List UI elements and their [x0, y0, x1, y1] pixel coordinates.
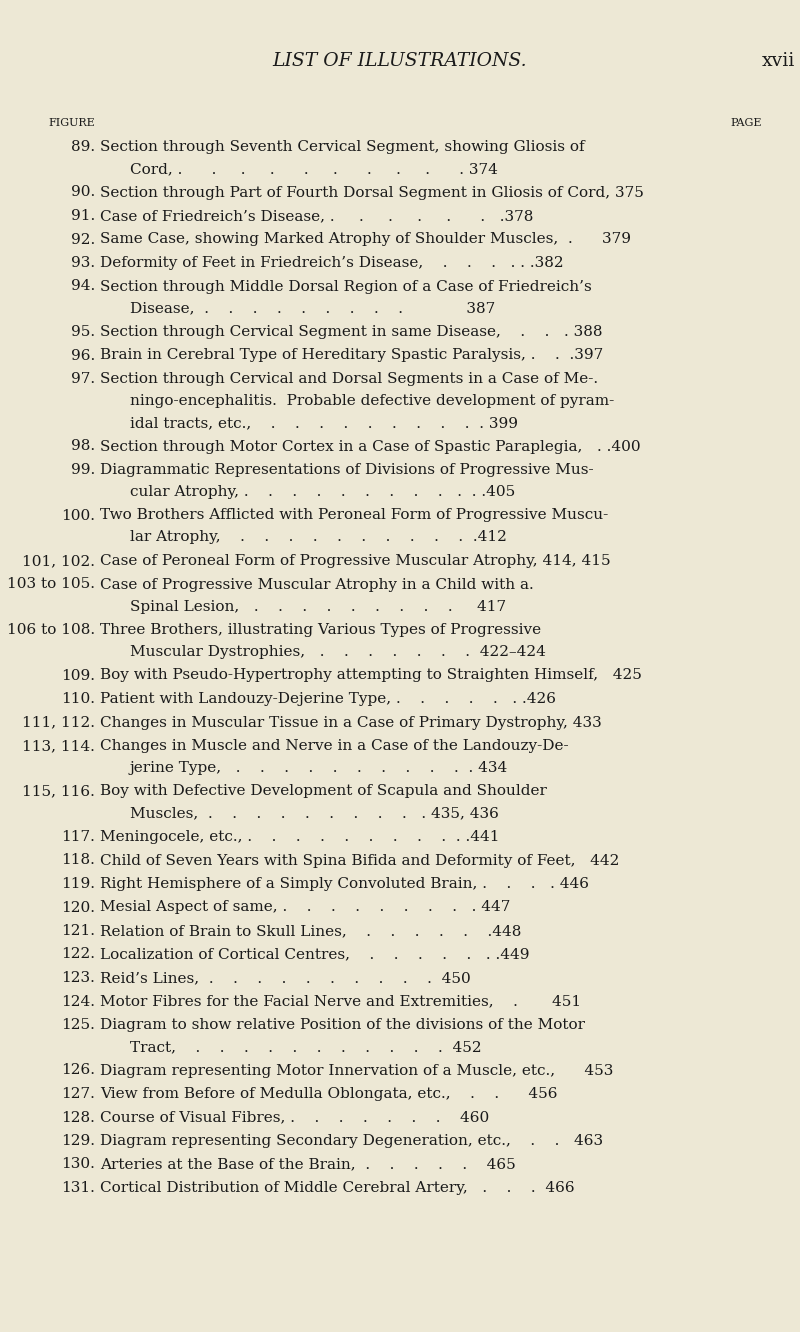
Text: 128.: 128.: [61, 1111, 95, 1124]
Text: Arteries at the Base of the Brain,  .    .    .    .    .    465: Arteries at the Base of the Brain, . . .…: [100, 1158, 516, 1172]
Text: 119.: 119.: [61, 876, 95, 891]
Text: Changes in Muscular Tissue in a Case of Primary Dystrophy, 433: Changes in Muscular Tissue in a Case of …: [100, 715, 602, 730]
Text: 98.: 98.: [71, 440, 95, 453]
Text: PAGE: PAGE: [730, 119, 762, 128]
Text: 126.: 126.: [61, 1063, 95, 1078]
Text: 109.: 109.: [61, 669, 95, 682]
Text: 111, 112.: 111, 112.: [22, 715, 95, 730]
Text: 89.: 89.: [71, 140, 95, 155]
Text: FIGURE: FIGURE: [48, 119, 94, 128]
Text: Boy with Pseudo-Hypertrophy attempting to Straighten Himself,   425: Boy with Pseudo-Hypertrophy attempting t…: [100, 669, 642, 682]
Text: Two Brothers Afflicted with Peroneal Form of Progressive Muscu-: Two Brothers Afflicted with Peroneal For…: [100, 509, 608, 522]
Text: Cord, .      .     .     .      .     .      .     .     .      . 374: Cord, . . . . . . . . . . 374: [130, 163, 498, 176]
Text: 122.: 122.: [61, 947, 95, 962]
Text: Motor Fibres for the Facial Nerve and Extremities,    .       451: Motor Fibres for the Facial Nerve and Ex…: [100, 995, 581, 1008]
Text: Right Hemisphere of a Simply Convoluted Brain, .    .    .   . 446: Right Hemisphere of a Simply Convoluted …: [100, 876, 589, 891]
Text: Section through Cervical and Dorsal Segments in a Case of Me-.: Section through Cervical and Dorsal Segm…: [100, 372, 598, 386]
Text: 124.: 124.: [61, 995, 95, 1008]
Text: 121.: 121.: [61, 924, 95, 938]
Text: Diagram representing Secondary Degeneration, etc.,    .    .   463: Diagram representing Secondary Degenerat…: [100, 1134, 603, 1148]
Text: jerine Type,   .    .    .    .    .    .    .    .    .    .  . 434: jerine Type, . . . . . . . . . . . 434: [130, 761, 508, 775]
Text: Cortical Distribution of Middle Cerebral Artery,   .    .    .  466: Cortical Distribution of Middle Cerebral…: [100, 1181, 574, 1195]
Text: 96.: 96.: [70, 349, 95, 362]
Text: Brain in Cerebral Type of Hereditary Spastic Paralysis, .    .  .397: Brain in Cerebral Type of Hereditary Spa…: [100, 349, 603, 362]
Text: Section through Middle Dorsal Region of a Case of Friedreich’s: Section through Middle Dorsal Region of …: [100, 280, 592, 293]
Text: Section through Motor Cortex in a Case of Spastic Paraplegia,   . .400: Section through Motor Cortex in a Case o…: [100, 440, 641, 453]
Text: 99.: 99.: [70, 464, 95, 477]
Text: 110.: 110.: [61, 693, 95, 706]
Text: 94.: 94.: [70, 280, 95, 293]
Text: Same Case, showing Marked Atrophy of Shoulder Muscles,  .      379: Same Case, showing Marked Atrophy of Sho…: [100, 233, 631, 246]
Text: 95.: 95.: [71, 325, 95, 340]
Text: 106 to 108.: 106 to 108.: [7, 623, 95, 637]
Text: Case of Progressive Muscular Atrophy in a Child with a.: Case of Progressive Muscular Atrophy in …: [100, 578, 534, 591]
Text: Meningocele, etc., .    .    .    .    .    .    .    .    .  . .441: Meningocele, etc., . . . . . . . . . . .…: [100, 830, 499, 844]
Text: Case of Friedreich’s Disease, .     .     .     .     .      .   .378: Case of Friedreich’s Disease, . . . . . …: [100, 209, 534, 222]
Text: Muscles,  .    .    .    .    .    .    .    .    .   . 435, 436: Muscles, . . . . . . . . . . 435, 436: [130, 806, 499, 821]
Text: ningo-encephalitis.  Probable defective development of pyram-: ningo-encephalitis. Probable defective d…: [130, 394, 614, 408]
Text: Section through Cervical Segment in same Disease,    .    .   . 388: Section through Cervical Segment in same…: [100, 325, 602, 340]
Text: Case of Peroneal Form of Progressive Muscular Atrophy, 414, 415: Case of Peroneal Form of Progressive Mus…: [100, 554, 610, 567]
Text: Tract,    .    .    .    .    .    .    .    .    .    .    .  452: Tract, . . . . . . . . . . . 452: [130, 1040, 482, 1054]
Text: Diagrammatic Representations of Divisions of Progressive Mus-: Diagrammatic Representations of Division…: [100, 464, 594, 477]
Text: 131.: 131.: [61, 1181, 95, 1195]
Text: 103 to 105.: 103 to 105.: [7, 578, 95, 591]
Text: 123.: 123.: [61, 971, 95, 984]
Text: Mesial Aspect of same, .    .    .    .    .    .    .    .   . 447: Mesial Aspect of same, . . . . . . . . .…: [100, 900, 510, 915]
Text: 100.: 100.: [61, 509, 95, 522]
Text: 117.: 117.: [61, 830, 95, 844]
Text: lar Atrophy,    .    .    .    .    .    .    .    .    .    .  .412: lar Atrophy, . . . . . . . . . . .412: [130, 530, 507, 545]
Text: Child of Seven Years with Spina Bifida and Deformity of Feet,   442: Child of Seven Years with Spina Bifida a…: [100, 854, 619, 867]
Text: Diagram representing Motor Innervation of a Muscle, etc.,      453: Diagram representing Motor Innervation o…: [100, 1063, 614, 1078]
Text: Three Brothers, illustrating Various Types of Progressive: Three Brothers, illustrating Various Typ…: [100, 623, 541, 637]
Text: idal tracts, etc.,    .    .    .    .    .    .    .    .    .  . 399: idal tracts, etc., . . . . . . . . . . 3…: [130, 416, 518, 430]
Text: 92.: 92.: [70, 233, 95, 246]
Text: 93.: 93.: [71, 256, 95, 270]
Text: Disease,  .    .    .    .    .    .    .    .    .             387: Disease, . . . . . . . . . 387: [130, 301, 495, 316]
Text: 91.: 91.: [70, 209, 95, 222]
Text: Relation of Brain to Skull Lines,    .    .    .    .    .    .448: Relation of Brain to Skull Lines, . . . …: [100, 924, 522, 938]
Text: 90.: 90.: [70, 185, 95, 200]
Text: Boy with Defective Development of Scapula and Shoulder: Boy with Defective Development of Scapul…: [100, 785, 547, 798]
Text: 101, 102.: 101, 102.: [22, 554, 95, 567]
Text: Spinal Lesion,   .    .    .    .    .    .    .    .    .     417: Spinal Lesion, . . . . . . . . . 417: [130, 599, 506, 614]
Text: xvii: xvii: [762, 52, 795, 71]
Text: 129.: 129.: [61, 1134, 95, 1148]
Text: Localization of Cortical Centres,    .    .    .    .    .   . .449: Localization of Cortical Centres, . . . …: [100, 947, 530, 962]
Text: 97.: 97.: [71, 372, 95, 386]
Text: 118.: 118.: [61, 854, 95, 867]
Text: Reid’s Lines,  .    .    .    .    .    .    .    .    .    .  450: Reid’s Lines, . . . . . . . . . . 450: [100, 971, 470, 984]
Text: View from Before of Medulla Oblongata, etc.,    .    .      456: View from Before of Medulla Oblongata, e…: [100, 1087, 558, 1102]
Text: 125.: 125.: [61, 1018, 95, 1032]
Text: Muscular Dystrophies,   .    .    .    .    .    .    .  422–424: Muscular Dystrophies, . . . . . . . 422–…: [130, 645, 546, 659]
Text: Section through Seventh Cervical Segment, showing Gliosis of: Section through Seventh Cervical Segment…: [100, 140, 585, 155]
Text: Section through Part of Fourth Dorsal Segment in Gliosis of Cord, 375: Section through Part of Fourth Dorsal Se…: [100, 185, 644, 200]
Text: cular Atrophy, .    .    .    .    .    .    .    .    .   .  . .405: cular Atrophy, . . . . . . . . . . . .40…: [130, 485, 515, 500]
Text: 115, 116.: 115, 116.: [22, 785, 95, 798]
Text: LIST OF ILLUSTRATIONS.: LIST OF ILLUSTRATIONS.: [273, 52, 527, 71]
Text: Diagram to show relative Position of the divisions of the Motor: Diagram to show relative Position of the…: [100, 1018, 585, 1032]
Text: 127.: 127.: [61, 1087, 95, 1102]
Text: 130.: 130.: [61, 1158, 95, 1172]
Text: Course of Visual Fibres, .    .    .    .    .    .    .    460: Course of Visual Fibres, . . . . . . . 4…: [100, 1111, 490, 1124]
Text: 120.: 120.: [61, 900, 95, 915]
Text: Deformity of Feet in Friedreich’s Disease,    .    .    .   . . .382: Deformity of Feet in Friedreich’s Diseas…: [100, 256, 564, 270]
Text: Patient with Landouzy-Dejerine Type, .    .    .    .    .   . .426: Patient with Landouzy-Dejerine Type, . .…: [100, 693, 556, 706]
Text: Changes in Muscle and Nerve in a Case of the Landouzy-De-: Changes in Muscle and Nerve in a Case of…: [100, 739, 569, 753]
Text: 113, 114.: 113, 114.: [22, 739, 95, 753]
